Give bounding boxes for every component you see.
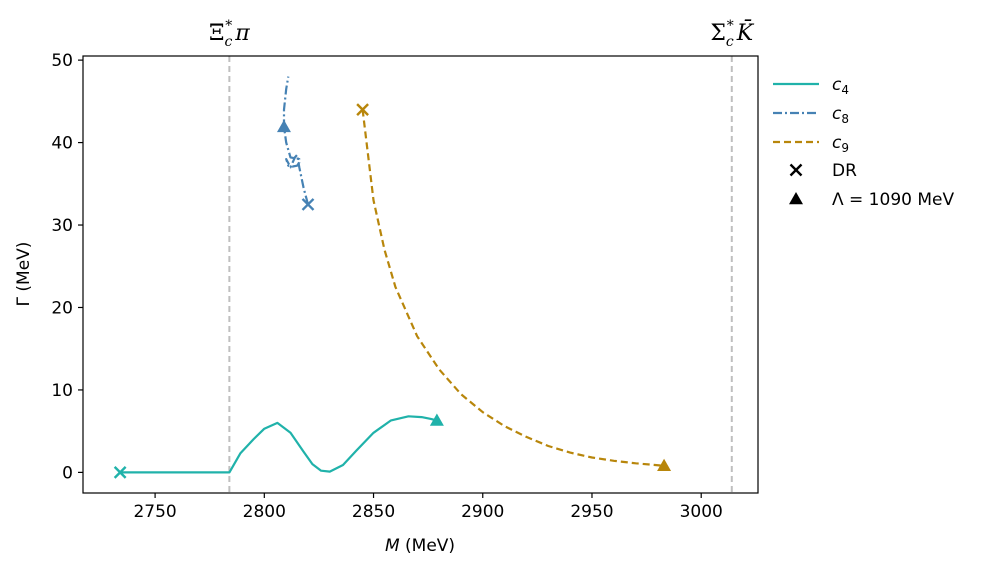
legend-label-c4: c4 xyxy=(832,75,849,97)
plot-frame xyxy=(82,55,759,494)
y-tick-label: 50 xyxy=(51,51,73,71)
threshold-label-1: Ξc* π xyxy=(209,18,250,50)
y-axis-label: Γ (MeV) xyxy=(14,242,34,307)
lambda-marker-c4 xyxy=(429,413,444,426)
y-tick-label: 30 xyxy=(51,216,73,236)
threshold-label-2: Σc* K̄ xyxy=(710,18,754,50)
legend-label-marker: Λ = 1090 MeV xyxy=(832,190,954,210)
x-axis-label: M (MeV) xyxy=(385,536,455,556)
dr-marker-c4 xyxy=(113,466,127,479)
legend-marker-dr xyxy=(789,163,803,177)
y-tick-label: 0 xyxy=(62,463,73,483)
lambda-marker-c8 xyxy=(276,119,291,133)
legend-label-marker: DR xyxy=(832,161,857,181)
x-tick-label: 2900 xyxy=(461,502,504,522)
dr-marker-c8 xyxy=(301,198,315,211)
legend: c4 c8 c9 DR Λ = 1090 MeV xyxy=(773,75,954,210)
y-tick-label: 10 xyxy=(51,381,73,401)
legend-marker-lambda xyxy=(789,192,803,205)
dr-marker-c9 xyxy=(356,103,369,116)
series-line-c8 xyxy=(282,76,310,205)
x-tick-label: 2850 xyxy=(352,502,395,522)
series-line-c9 xyxy=(361,109,665,467)
threshold-lines xyxy=(228,56,733,493)
legend-label-c8: c8 xyxy=(832,104,849,126)
y-axis: 0 10 20 30 40 50 xyxy=(51,51,83,483)
y-tick-label: 20 xyxy=(51,298,73,318)
x-tick-label: 2800 xyxy=(243,502,286,522)
series-layer xyxy=(120,76,665,474)
x-tick-label: 3000 xyxy=(680,502,723,522)
threshold-labels: Ξc* π Σc* K̄ xyxy=(209,18,755,50)
series-line-c4 xyxy=(120,415,438,474)
x-axis: 2750 2800 2850 2900 2950 3000 xyxy=(133,493,723,522)
x-tick-label: 2950 xyxy=(570,502,613,522)
legend-label-c9: c9 xyxy=(832,133,849,155)
markers-layer xyxy=(113,103,672,479)
x-tick-label: 2750 xyxy=(133,502,176,522)
y-tick-label: 40 xyxy=(51,134,73,154)
lambda-marker-c9 xyxy=(657,458,672,472)
